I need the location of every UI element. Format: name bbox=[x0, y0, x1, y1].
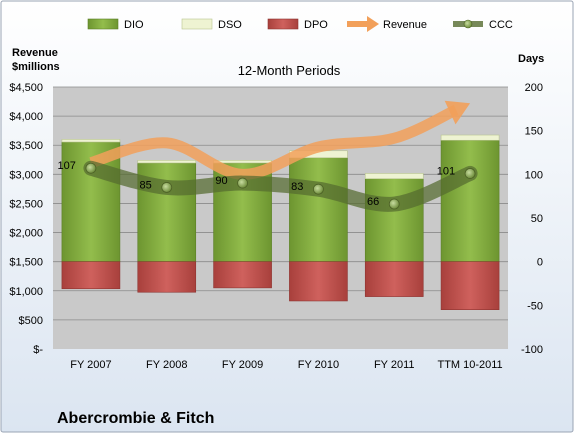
left-tick-label: $3,500 bbox=[9, 140, 43, 152]
dpo-bar-fy-2008 bbox=[137, 261, 197, 293]
legend-item-dio: DIO bbox=[87, 18, 144, 31]
plot-area bbox=[53, 87, 508, 349]
ccc-point-fy-2007 bbox=[85, 162, 97, 174]
ccc-data-label-fy-2010: 83 bbox=[291, 181, 303, 193]
dio-bar-fy-2010 bbox=[289, 157, 348, 262]
legend-swatch-dso bbox=[181, 18, 213, 30]
dso-bar-ttm-10-2011 bbox=[440, 134, 500, 141]
right-tick-label: -100 bbox=[521, 344, 543, 356]
ccc-data-label-fy-2011: 66 bbox=[367, 196, 379, 208]
left-axis: $4,500 $4,000 $3,500 $3,000 $2,500 $2,000 $1,5… bbox=[9, 82, 43, 356]
dso-bar-fy-2007 bbox=[61, 139, 121, 143]
dpo-bar-fy-2010 bbox=[289, 261, 348, 302]
revenue-line bbox=[89, 104, 459, 180]
dpo-bar-fy-2009 bbox=[213, 261, 272, 289]
ccc-point-fy-2011 bbox=[388, 198, 400, 210]
ccc-point-fy-2008 bbox=[161, 182, 173, 193]
legend-swatch-ccc-dot bbox=[463, 19, 473, 29]
legend-swatch-dio bbox=[87, 18, 119, 30]
left-tick-label: $500 bbox=[19, 315, 43, 327]
right-tick-label: 200 bbox=[525, 82, 543, 94]
legend-label-ccc: CCC bbox=[489, 19, 513, 31]
revenue-series bbox=[89, 100, 471, 180]
right-axis-title: Days bbox=[518, 53, 544, 65]
dso-bar-fy-2011 bbox=[364, 173, 424, 180]
ccc-data-label-fy-2009: 90 bbox=[215, 175, 227, 187]
legend-item-dso: DSO bbox=[181, 18, 242, 31]
legend: DIO DSO DPO Revenue CCC bbox=[87, 16, 513, 32]
legend-item-dpo: DPO bbox=[267, 18, 328, 31]
left-tick-label: $4,000 bbox=[9, 111, 43, 123]
legend-swatch-revenue-head bbox=[367, 16, 379, 32]
legend-swatch-dpo bbox=[267, 18, 299, 30]
legend-item-ccc: CCC bbox=[453, 19, 513, 31]
right-tick-label: -50 bbox=[527, 300, 543, 312]
right-axis: 200 150 100 50 0 -50 -100 bbox=[521, 82, 543, 356]
x-tick-label-fy-2008: FY 2008 bbox=[146, 359, 187, 371]
x-tick-label-fy-2011: FY 2011 bbox=[374, 359, 415, 371]
ccc-point-fy-2009 bbox=[237, 177, 248, 189]
left-tick-label: $2,500 bbox=[9, 198, 43, 210]
left-tick-label: $1,500 bbox=[9, 257, 43, 269]
legend-label-dpo: DPO bbox=[304, 19, 328, 31]
left-axis-title-line2: $millions bbox=[12, 61, 60, 73]
legend-label-revenue: Revenue bbox=[383, 19, 427, 31]
revenue-arrowhead bbox=[444, 100, 471, 125]
dso-bar-fy-2009 bbox=[213, 160, 272, 164]
chart-title: 12-Month Periods bbox=[238, 63, 341, 78]
legend-label-dio: DIO bbox=[124, 19, 144, 31]
x-axis: FY 2007 FY 2008 FY 2009 FY 2010 FY 2011 TTM 1… bbox=[70, 359, 502, 371]
right-tick-label: 100 bbox=[525, 169, 543, 181]
dso-bar-fy-2008 bbox=[137, 160, 197, 164]
right-tick-label: 0 bbox=[537, 257, 543, 269]
left-tick-label: $1,000 bbox=[9, 286, 43, 298]
ccc-series: 107 85 90 83 66 101 bbox=[58, 160, 478, 212]
ccc-data-label-fy-2007: 107 bbox=[58, 160, 76, 172]
left-tick-label: $4,500 bbox=[9, 82, 43, 94]
x-tick-label-fy-2007: FY 2007 bbox=[70, 359, 111, 371]
ccc-point-ttm-10-2011 bbox=[464, 168, 476, 179]
x-tick-label-fy-2009: FY 2009 bbox=[222, 359, 263, 371]
left-tick-label: $3,000 bbox=[9, 169, 43, 181]
ccc-line bbox=[83, 160, 478, 212]
legend-item-revenue: Revenue bbox=[347, 16, 427, 32]
left-tick-label: $- bbox=[33, 344, 43, 356]
left-tick-label: $2,000 bbox=[9, 228, 43, 240]
x-tick-label-ttm-10-2011: TTM 10-2011 bbox=[437, 359, 502, 371]
right-tick-label: 150 bbox=[525, 126, 543, 138]
ccc-data-label-ttm-10-2011: 101 bbox=[437, 165, 455, 177]
right-tick-label: 50 bbox=[531, 213, 543, 225]
dpo-bar-ttm-10-2011 bbox=[440, 261, 500, 310]
company-name: Abercrombie & Fitch bbox=[57, 410, 214, 427]
dio-bar-ttm-10-2011 bbox=[440, 139, 500, 262]
ccc-data-label-fy-2008: 85 bbox=[140, 179, 152, 191]
ccc-point-fy-2010 bbox=[313, 183, 324, 195]
dpo-bar-fy-2007 bbox=[61, 261, 121, 290]
x-tick-label-fy-2010: FY 2010 bbox=[298, 359, 339, 371]
left-axis-title-line1: Revenue bbox=[12, 47, 58, 59]
legend-label-dso: DSO bbox=[218, 19, 242, 31]
dpo-bar-fy-2011 bbox=[364, 261, 424, 297]
